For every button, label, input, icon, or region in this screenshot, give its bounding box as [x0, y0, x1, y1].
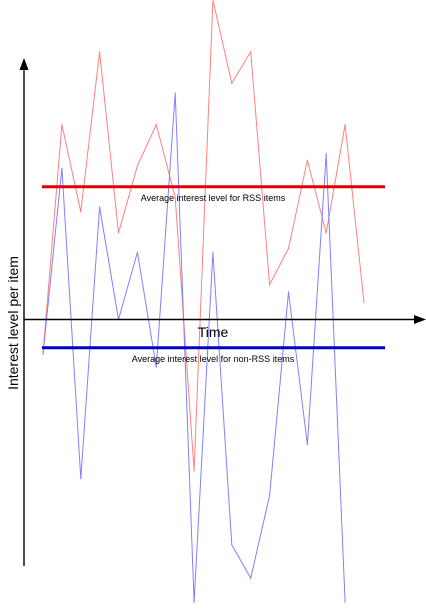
rss-data-point [306, 159, 308, 161]
rss-data-point [136, 165, 138, 167]
average-lines-layer: Average interest level for RSS items Aver… [42, 185, 385, 364]
non-rss-average-label: Average interest level for non-RSS items [132, 354, 295, 364]
x-axis-label: Time [198, 324, 229, 340]
non-rss-data-point [325, 153, 327, 155]
rss-data-point [117, 232, 120, 234]
rss-data-point [363, 301, 365, 304]
rss-data-point [61, 124, 63, 126]
series-layer [42, 0, 365, 603]
non-rss-data-point [250, 577, 252, 579]
rss-data-point [250, 51, 252, 53]
non-rss-data-point [231, 544, 233, 546]
x-axis-arrowhead [414, 315, 426, 324]
rss-data-point [325, 232, 327, 234]
non-rss-data-point [136, 251, 138, 253]
non-rss-data-point [306, 444, 308, 446]
non-rss-data-point [287, 291, 290, 293]
y-axis-label: Interest level per item [5, 256, 21, 390]
non-rss-data-point [155, 366, 157, 368]
rss-data-point [80, 211, 82, 213]
y-axis-arrowhead [19, 58, 29, 70]
non-rss-data-point [80, 478, 82, 480]
rss-data-point [99, 51, 101, 53]
rss-series-line [42, 0, 365, 471]
rss-data-point [212, 0, 214, 1]
rss-data-point [193, 470, 195, 472]
non-rss-data-point [174, 92, 176, 94]
non-rss-data-point [269, 495, 271, 497]
rss-data-point [174, 196, 176, 198]
rss-data-point [269, 284, 271, 286]
non-rss-data-point [344, 601, 346, 603]
axes [19, 58, 426, 566]
non-rss-data-point [193, 601, 195, 603]
rss-data-point [155, 124, 157, 126]
rss-data-point [287, 247, 290, 249]
non-rss-data-point [99, 206, 101, 208]
non-rss-data-point [42, 353, 44, 355]
non-rss-data-point [212, 251, 214, 253]
non-rss-data-point [61, 167, 63, 169]
rss-data-point [344, 124, 346, 126]
rss-average-label: Average interest level for RSS items [141, 193, 286, 203]
rss-data-point [231, 82, 233, 84]
